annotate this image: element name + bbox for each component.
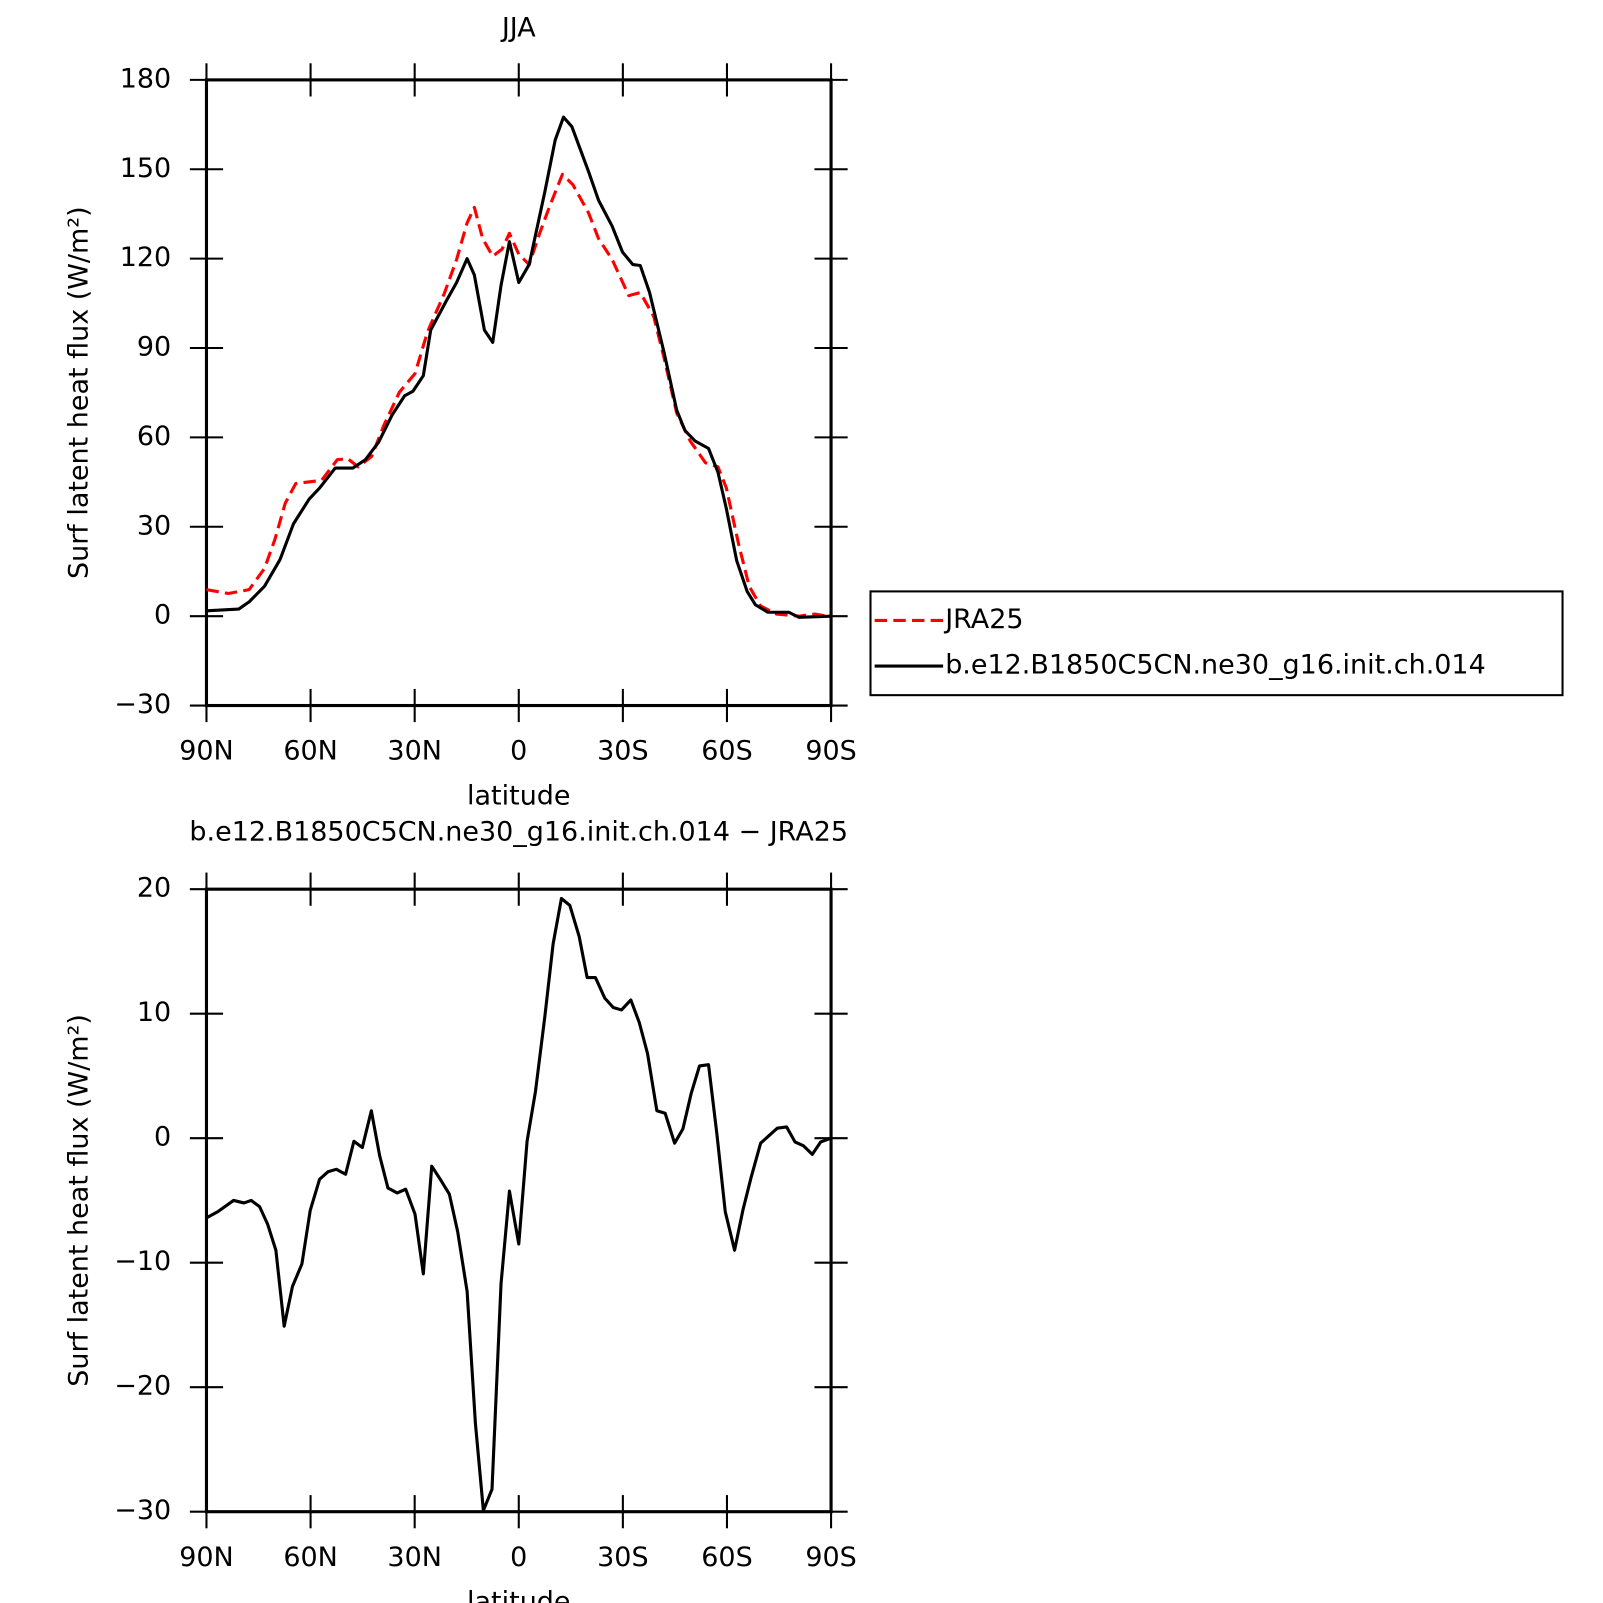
y-tick-label: 0 (154, 1122, 171, 1153)
x-tick-label: 30N (387, 1542, 442, 1573)
x-tick-label: 30S (597, 736, 648, 767)
legend-label: JRA25 (943, 604, 1023, 635)
y-tick-label: 150 (120, 153, 171, 184)
series-line (206, 115, 832, 619)
x-tick-label: 90S (805, 1542, 856, 1573)
legend-label: b.e12.B1850C5CN.ne30_g16.init.ch.014 (945, 650, 1486, 681)
x-tick-label: 30S (597, 1542, 648, 1573)
y-tick-label: 20 (137, 873, 171, 904)
y-tick-label: 0 (154, 600, 171, 631)
x-tick-label: 90S (805, 736, 856, 767)
x-axis-label: latitude (467, 1587, 570, 1603)
x-tick-label: 60S (701, 736, 752, 767)
x-axis-label: latitude (467, 780, 570, 811)
plot-frame (204, 887, 833, 1514)
y-tick-label: 30 (137, 510, 171, 541)
x-tick-label: 0 (510, 1542, 527, 1573)
x-tick-label: 60N (283, 736, 338, 767)
y-tick-label: −30 (114, 689, 171, 720)
y-tick-label: 60 (137, 421, 171, 452)
y-tick-label: −10 (114, 1246, 171, 1277)
x-tick-label: 60S (701, 1542, 752, 1573)
y-tick-label: 120 (120, 242, 171, 273)
y-tick-label: 180 (120, 63, 171, 94)
y-tick-label: 90 (137, 332, 171, 363)
series-line (206, 172, 832, 619)
y-axis-label: Surf latent heat flux (W/m²) (63, 206, 94, 579)
x-tick-label: 90N (179, 736, 234, 767)
plot-frame (204, 78, 833, 708)
legend-box (869, 590, 1564, 697)
y-tick-label: −30 (114, 1495, 171, 1526)
y-axis-label: Surf latent heat flux (W/m²) (63, 1014, 94, 1387)
chart-title: b.e12.B1850C5CN.ne30_g16.init.ch.014 − J… (189, 817, 848, 848)
chart-title: JJA (500, 13, 536, 44)
x-tick-label: 0 (510, 736, 527, 767)
x-tick-label: 90N (179, 1542, 234, 1573)
y-tick-label: 10 (137, 997, 171, 1028)
y-tick-label: −20 (114, 1371, 171, 1402)
series-line (205, 896, 832, 1513)
x-tick-label: 30N (387, 736, 442, 767)
x-tick-label: 60N (283, 1542, 338, 1573)
